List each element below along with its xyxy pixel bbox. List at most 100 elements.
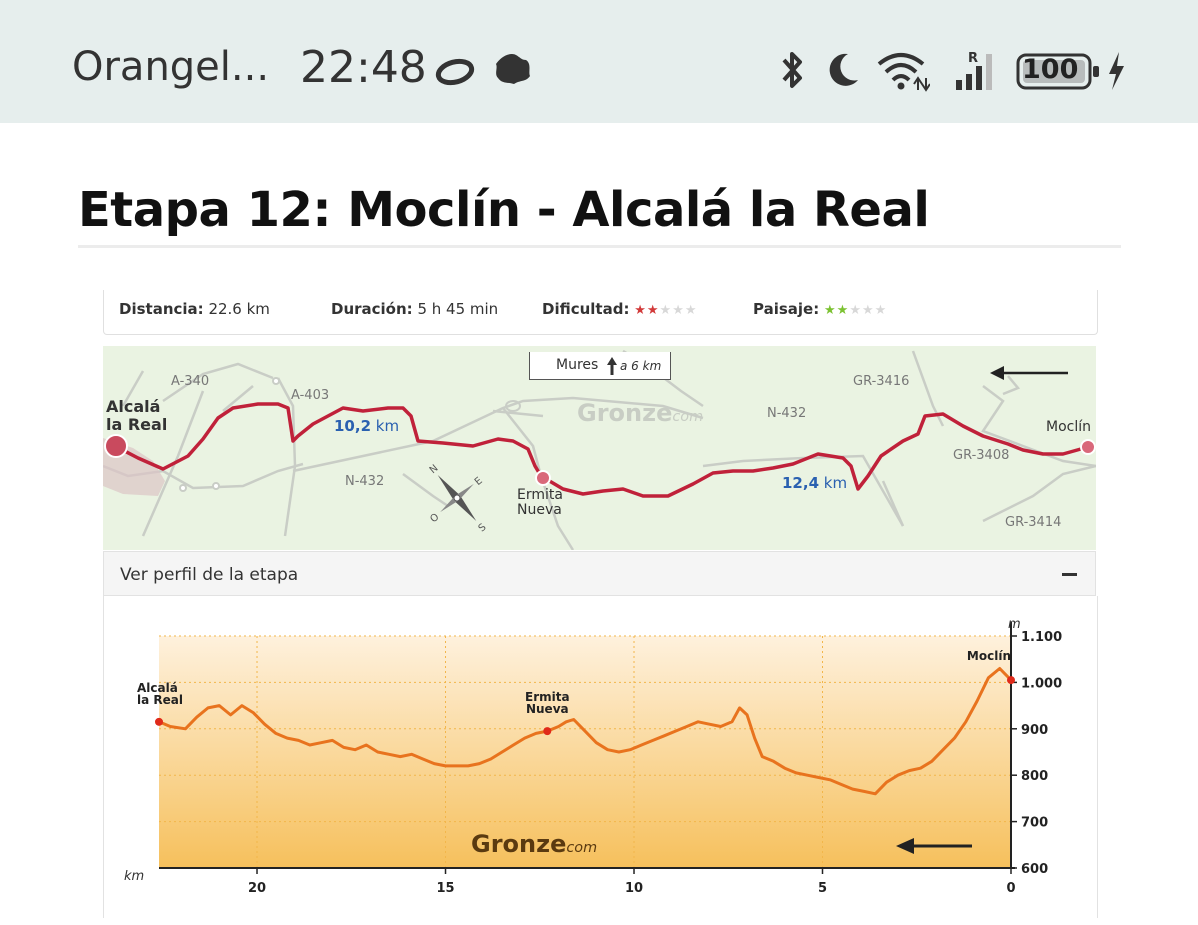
y-tick-label: 800 bbox=[1021, 769, 1048, 784]
y-tick-label: 600 bbox=[1021, 862, 1048, 877]
distance-unit: km bbox=[823, 474, 848, 492]
star-empty-icon: ★ bbox=[861, 303, 875, 318]
road-label: N-432 bbox=[345, 474, 385, 489]
distance-stat: Distancia: 22.6 km bbox=[119, 300, 270, 318]
distance-value: 22.6 km bbox=[208, 300, 270, 318]
waypoint-marker bbox=[1007, 676, 1015, 685]
map-distance-left: 10,2 km bbox=[334, 417, 399, 435]
title-divider bbox=[78, 245, 1121, 248]
town-line: Ermita bbox=[517, 487, 563, 503]
y-tick-label: 900 bbox=[1021, 723, 1048, 738]
town-line: la Real bbox=[106, 414, 168, 434]
road-label: GR-3408 bbox=[953, 448, 1010, 463]
town-line: Nueva bbox=[517, 502, 562, 519]
battery-level: 100 bbox=[1022, 54, 1079, 85]
y-tick-label: 1.000 bbox=[1021, 676, 1062, 691]
waypoint-marker bbox=[543, 727, 552, 736]
x-tick-label: 20 bbox=[248, 881, 266, 896]
svg-text:E: E bbox=[473, 475, 485, 487]
compass-icon: N S E O bbox=[428, 463, 489, 535]
mures-label: Mures bbox=[556, 357, 599, 373]
arrow-up-icon bbox=[607, 357, 617, 375]
y-tick-label: 1.100 bbox=[1021, 630, 1062, 645]
distance-value: 10,2 bbox=[334, 417, 372, 435]
leaf-icon bbox=[496, 54, 530, 84]
stage-map[interactable]: N S E O A-340 A-403 N-432 N-432 GR-3416 … bbox=[103, 346, 1096, 550]
star-filled-icon: ★ bbox=[836, 303, 850, 318]
waypoint-label: Ermita bbox=[525, 690, 570, 704]
landscape-label: Paisaje: bbox=[753, 300, 820, 318]
road-label: GR-3416 bbox=[853, 374, 910, 389]
star-filled-icon: ★ bbox=[824, 303, 837, 318]
distance-value: 12,4 bbox=[782, 474, 820, 492]
charging-icon bbox=[1109, 52, 1124, 90]
moon-icon bbox=[829, 53, 858, 86]
star-filled-icon: ★ bbox=[634, 303, 647, 318]
x-tick-label: 10 bbox=[625, 881, 643, 896]
star-empty-icon: ★ bbox=[874, 303, 888, 318]
waypoint-label: Moclín bbox=[967, 649, 1011, 663]
svg-text:O: O bbox=[428, 512, 441, 526]
x-axis-label: km bbox=[124, 869, 144, 884]
brand-main: Gronze bbox=[577, 399, 673, 427]
profile-watermark: Gronzecom bbox=[471, 830, 597, 858]
distance-unit: km bbox=[375, 417, 400, 435]
brand-sub: com bbox=[566, 840, 598, 856]
waypoint-label: la Real bbox=[137, 693, 183, 707]
o-ring-icon bbox=[435, 58, 475, 86]
wifi-icon bbox=[877, 53, 930, 92]
distance-label: Distancia: bbox=[119, 300, 204, 318]
page-title: Etapa 12: Moclín - Alcalá la Real bbox=[78, 182, 930, 238]
plot-background bbox=[159, 636, 1011, 868]
waypoint-label: Alcalá bbox=[137, 681, 178, 695]
status-bar: Orangel... 22:48 R 100 bbox=[0, 0, 1198, 123]
duration-label: Duración: bbox=[331, 300, 413, 318]
stage-stats: Distancia: 22.6 km Duración: 5 h 45 min … bbox=[103, 290, 1098, 335]
x-tick-label: 0 bbox=[1006, 881, 1015, 896]
y-axis-label: m bbox=[1008, 617, 1021, 632]
map-end-town: Moclín bbox=[1046, 419, 1091, 435]
star-empty-icon: ★ bbox=[849, 303, 862, 318]
x-tick-label: 5 bbox=[818, 881, 827, 896]
mures-callout[interactable]: Mures a 6 km bbox=[529, 352, 671, 380]
duration-stat: Duración: 5 h 45 min bbox=[331, 300, 498, 318]
mures-distance: a 6 km bbox=[620, 359, 662, 373]
road-label: GR-3414 bbox=[1005, 515, 1062, 530]
map-start-town: Alcalá la Real bbox=[106, 398, 167, 433]
direction-arrow-icon bbox=[990, 366, 1068, 380]
town-line: Alcalá bbox=[106, 397, 161, 416]
battery-icon bbox=[1016, 53, 1099, 90]
carrier-name: Orangel... bbox=[72, 44, 270, 90]
map-distance-right: 12,4 km bbox=[782, 474, 847, 492]
elevation-line bbox=[157, 667, 1013, 796]
duration-value: 5 h 45 min bbox=[417, 300, 499, 318]
clock: 22:48 bbox=[300, 42, 427, 93]
elevation-profile: 600 700 800 900 1.000 1.100 m 20 15 10 5 0 km Alcalá l… bbox=[103, 596, 1098, 918]
brand-sub: com bbox=[672, 409, 704, 425]
star-empty-icon: ★ bbox=[672, 303, 685, 318]
map-watermark: Gronzecom bbox=[577, 399, 703, 427]
road-label: N-432 bbox=[767, 406, 807, 421]
brand-main: Gronze bbox=[471, 830, 567, 858]
signal-icon: R bbox=[956, 51, 992, 90]
map-mid-town: Ermita Nueva bbox=[517, 487, 563, 519]
direction-arrowhead-icon bbox=[896, 838, 914, 854]
svg-text:R: R bbox=[968, 51, 978, 66]
landscape-stars-icon: ★★★★★ bbox=[824, 303, 887, 318]
x-tick-label: 15 bbox=[436, 881, 454, 896]
road-label: A-403 bbox=[291, 388, 330, 403]
waypoint-marker bbox=[155, 717, 163, 726]
svg-text:N: N bbox=[428, 463, 441, 476]
svg-text:S: S bbox=[477, 522, 489, 535]
y-tick-label: 700 bbox=[1021, 816, 1048, 831]
profile-header-label: Ver perfil de la etapa bbox=[120, 565, 299, 585]
star-empty-icon: ★ bbox=[684, 303, 698, 318]
star-empty-icon: ★ bbox=[659, 303, 673, 318]
waypoint-label: Nueva bbox=[526, 702, 569, 716]
difficulty-label: Dificultad: bbox=[542, 300, 630, 318]
profile-toggle[interactable]: Ver perfil de la etapa bbox=[103, 551, 1096, 596]
road-label: A-340 bbox=[171, 374, 210, 389]
landscape-stat: Paisaje: ★★★★★ bbox=[753, 300, 887, 318]
collapse-icon[interactable] bbox=[1062, 573, 1077, 576]
